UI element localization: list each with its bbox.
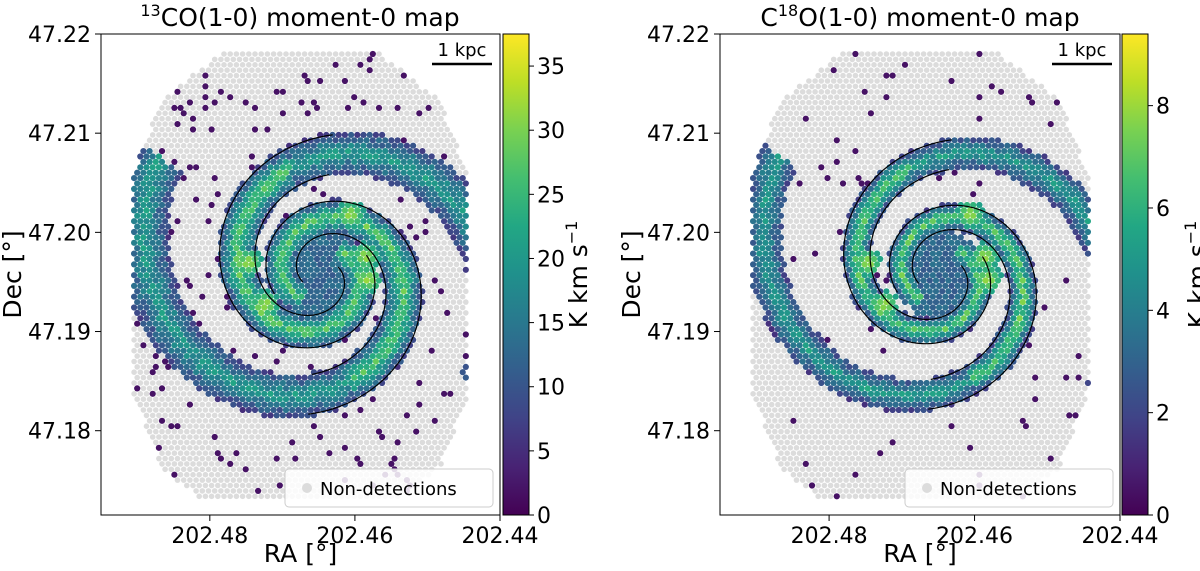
scale-bar-label: 1 kpc: [1058, 40, 1107, 61]
detections: [131, 50, 469, 494]
legend-box: [284, 468, 494, 508]
chart-title: 13CO(1-0) moment-0 map: [140, 1, 459, 32]
x-tick-label: 202.44: [1082, 524, 1159, 549]
contour-line: [219, 134, 376, 349]
colorbar-label-text: K km s: [564, 244, 593, 328]
y-tick-label: 47.18: [647, 420, 710, 445]
colorbar-label-text: K km s: [1183, 244, 1200, 328]
y-tick-label: 47.21: [647, 122, 710, 147]
contours: [219, 134, 422, 415]
contour-line: [869, 169, 969, 320]
contour-line: [295, 233, 387, 375]
y-tick-label: 47.22: [28, 23, 91, 48]
x-axis-label: RA [°]: [264, 539, 337, 568]
legend-marker: [302, 483, 312, 493]
x-axis-label: RA [°]: [883, 539, 956, 568]
legend-box: [904, 468, 1114, 508]
axes-frame: [100, 33, 501, 516]
x-tick-label: 202.44: [462, 524, 539, 549]
legend-label: Non-detections: [320, 479, 457, 500]
y-tick-label: 47.21: [28, 122, 91, 147]
title-superscript: 13: [140, 1, 160, 20]
y-tick-label: 47.20: [647, 221, 710, 246]
plot-area: [750, 50, 1091, 500]
x-tick-label: 202.46: [316, 524, 393, 549]
colorbar-tick-label: 10: [537, 376, 565, 401]
panel-co13: 1 kpc Non-detections 202.48 202.46 202.44 47.…: [0, 1, 593, 568]
y-axis-label: Dec [°]: [0, 230, 27, 318]
hex-grid: [750, 51, 1091, 500]
y-tick-label: 47.19: [28, 321, 91, 346]
colorbar-label-sup: −1: [1181, 221, 1200, 245]
colorbar-tick-label: 2: [1156, 402, 1170, 427]
y-tick-label: 47.18: [28, 420, 91, 445]
colorbar-label: K km s−1: [1181, 221, 1200, 329]
contour-line: [265, 200, 422, 415]
colorbar-tick-label: 0: [537, 504, 551, 529]
colorbar-tick-label: 30: [537, 119, 565, 144]
contours: [843, 139, 1037, 410]
scale-bar-label: 1 kpc: [438, 40, 487, 61]
colorbar: 0 5 10 15 20 25 30 35 K km s−1: [502, 33, 593, 529]
colorbar-label: K km s−1: [562, 221, 593, 329]
colorbar-tick-label: 0: [1156, 504, 1170, 529]
x-tick-label: 202.46: [936, 524, 1013, 549]
colorbar-label-sup: −1: [562, 221, 581, 245]
panel-c18o: 1 kpc Non-detections 202.48 202.46 202.44 47.…: [617, 1, 1200, 568]
legend: Non-detections: [284, 468, 494, 508]
colorbar: 0 2 4 6 8 K km s−1: [1121, 33, 1200, 529]
chart-title: C18O(1-0) moment-0 map: [760, 1, 1079, 32]
y-tick-label: 47.19: [647, 321, 710, 346]
plot-area: [131, 50, 469, 500]
axes-frame: [719, 33, 1121, 516]
colorbar-tick-label: 4: [1156, 299, 1170, 324]
x-tick-label: 202.48: [791, 524, 868, 549]
y-axis-label: Dec [°]: [617, 230, 646, 318]
colorbar-tick-label: 6: [1156, 197, 1170, 222]
title-main: CO(1-0) moment-0 map: [161, 3, 460, 32]
legend: Non-detections: [904, 468, 1114, 508]
title-main: O(1-0) moment-0 map: [798, 3, 1079, 32]
title-superscript: 18: [778, 1, 798, 20]
colorbar-tick-label: 35: [537, 55, 565, 80]
title-prefix: C: [760, 3, 777, 32]
contour-line: [911, 229, 1011, 380]
colorbar-gradient: [502, 33, 530, 516]
colorbar-tick-label: 8: [1156, 95, 1170, 120]
x-tick-label: 202.48: [171, 524, 248, 549]
y-tick-label: 47.22: [647, 23, 710, 48]
contour-line: [888, 204, 1037, 410]
colorbar-tick-label: 25: [537, 183, 565, 208]
legend-label: Non-detections: [940, 479, 1077, 500]
colorbar-tick-label: 20: [537, 247, 565, 272]
y-tick-label: 47.20: [28, 221, 91, 246]
hex-grid: [131, 51, 469, 500]
legend-marker: [922, 483, 932, 493]
colorbar-tick-label: 15: [537, 312, 565, 337]
contour-line: [843, 139, 992, 345]
colorbar-gradient: [1121, 33, 1149, 516]
contour-line: [254, 174, 346, 316]
colorbar-tick-label: 5: [537, 440, 551, 465]
